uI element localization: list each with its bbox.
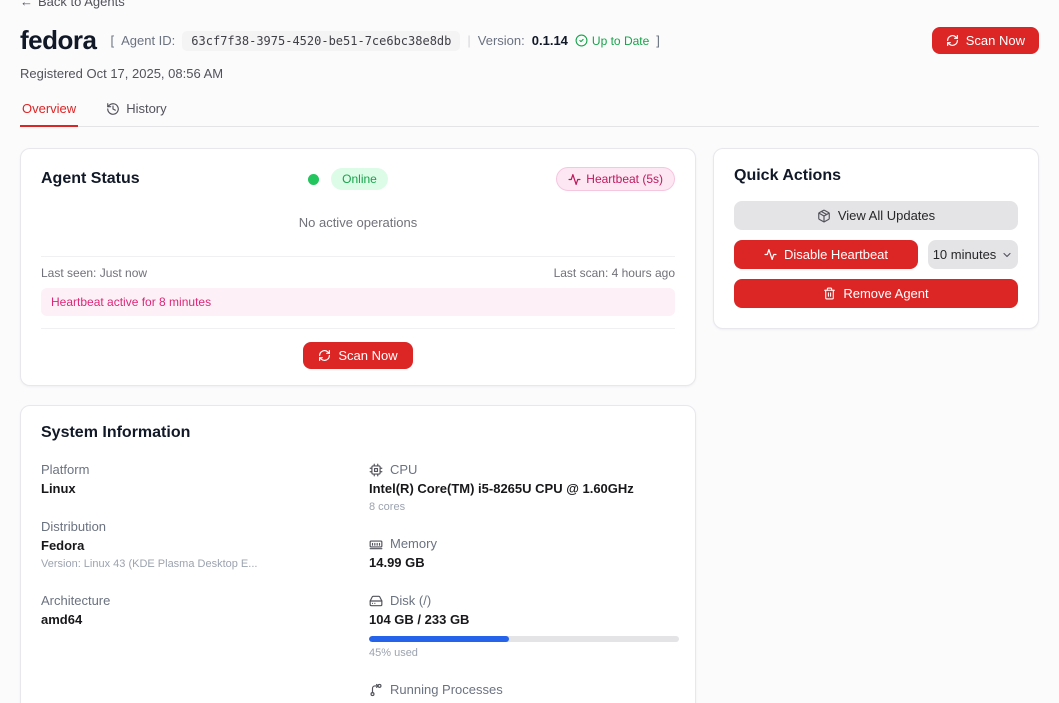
left-column: Agent Status Online Heartbeat (5s) No ac… (20, 148, 696, 703)
trash-icon (823, 287, 836, 300)
processes-label: Running Processes (390, 682, 503, 697)
history-icon (106, 102, 120, 116)
header-scan-now-button[interactable]: Scan Now (931, 27, 1039, 54)
last-scan-text: Last scan: 4 hours ago (553, 266, 675, 280)
seen-scan-row: Last seen: Just now Last scan: 4 hours a… (41, 256, 675, 288)
disk-value: 104 GB / 233 GB (369, 612, 470, 627)
tab-bar: Overview History (20, 101, 1039, 127)
memory-value: 14.99 GB (369, 555, 425, 570)
processes-field: Running Processes 409 (369, 682, 679, 703)
heartbeat-action-row: Disable Heartbeat 10 minutes (734, 240, 1018, 269)
online-status: Online (308, 168, 388, 190)
cpu-field: CPU Intel(R) Core(TM) i5-8265U CPU @ 1.6… (369, 462, 679, 513)
tab-history[interactable]: History (104, 101, 168, 126)
system-information-title: System Information (41, 424, 191, 441)
distribution-version: Version: Linux 43 (KDE Plasma Desktop E.… (41, 558, 258, 570)
agent-status-header: Agent Status Online Heartbeat (5s) (41, 167, 675, 191)
disk-used-text: 45% used (369, 647, 418, 659)
disk-usage-fill (369, 636, 509, 642)
memory-field: Memory 14.99 GB (369, 536, 679, 570)
agent-id-label: Agent ID: (121, 33, 176, 48)
online-dot-icon (308, 173, 320, 185)
disk-field: Disk (/) 104 GB / 233 GB 45% used (369, 593, 679, 659)
agent-status-title: Agent Status (41, 170, 140, 187)
back-arrow-icon: ← (20, 0, 33, 9)
agent-name: fedora (20, 25, 97, 55)
memory-icon (369, 537, 383, 551)
view-all-updates-button[interactable]: View All Updates (734, 201, 1018, 230)
bracket-open: [ (110, 33, 115, 48)
quick-actions-list: View All Updates Disable Heartbeat 10 mi… (734, 201, 1018, 308)
duration-selected-value: 10 minutes (932, 247, 997, 262)
disable-heartbeat-button[interactable]: Disable Heartbeat (734, 240, 918, 269)
cpu-label: CPU (390, 462, 418, 477)
quick-actions-card: Quick Actions View All Updates Disable H… (713, 148, 1039, 329)
version-label: Version: (477, 33, 525, 48)
package-icon (817, 209, 831, 223)
disable-heartbeat-label: Disable Heartbeat (783, 247, 889, 262)
no-operations-text: No active operations (298, 215, 418, 230)
remove-agent-label: Remove Agent (843, 286, 929, 301)
tab-overview-label: Overview (22, 101, 77, 116)
last-seen-text: Last seen: Just now (41, 266, 148, 280)
refresh-icon (946, 34, 959, 47)
chevron-down-icon (1001, 249, 1013, 261)
pulse-icon (764, 248, 777, 261)
cpu-cores: 8 cores (369, 501, 406, 513)
back-link-label: Back to Agents (38, 0, 125, 9)
agent-header: fedora [ Agent ID: 63cf7f38-3975-4520-be… (20, 25, 1039, 56)
processes-value: 409 (369, 701, 679, 703)
meta-separator: | (467, 33, 471, 48)
platform-value: Linux (41, 481, 76, 496)
check-circle-icon (575, 34, 588, 47)
agent-meta: [ Agent ID: 63cf7f38-3975-4520-be51-7ce6… (110, 30, 660, 51)
up-to-date-label: Up to Date (591, 33, 650, 48)
heartbeat-badge-label: Heartbeat (5s) (586, 172, 663, 186)
system-info-grid: Platform Linux Distribution Fedora Versi… (41, 462, 679, 703)
refresh-icon (318, 349, 331, 362)
system-info-right: CPU Intel(R) Core(TM) i5-8265U CPU @ 1.6… (369, 462, 679, 703)
cpu-icon (369, 463, 383, 477)
up-to-date-badge: Up to Date (575, 34, 649, 48)
tab-history-label: History (126, 101, 167, 116)
bracket-close: ] (656, 33, 660, 48)
system-information-card: System Information Platform Linux Distri… (20, 405, 696, 703)
quick-actions-title: Quick Actions (734, 167, 841, 184)
disk-label: Disk (/) (390, 593, 432, 608)
main-content: Agent Status Online Heartbeat (5s) No ac… (20, 148, 1039, 703)
heartbeat-duration-select[interactable]: 10 minutes (928, 240, 1018, 269)
header-scan-now-label: Scan Now (965, 33, 1025, 48)
process-branch-icon (369, 683, 383, 697)
online-badge: Online (331, 168, 388, 190)
memory-label: Memory (390, 536, 437, 551)
status-scan-now-button[interactable]: Scan Now (303, 342, 413, 369)
version-value: 0.1.14 (531, 33, 568, 48)
agent-status-card: Agent Status Online Heartbeat (5s) No ac… (20, 148, 696, 386)
registered-date: Registered Oct 17, 2025, 08:56 AM (20, 66, 224, 81)
heartbeat-badge[interactable]: Heartbeat (5s) (556, 167, 675, 191)
architecture-field: Architecture amd64 (41, 593, 369, 627)
tab-overview[interactable]: Overview (20, 101, 79, 127)
view-all-updates-label: View All Updates (837, 208, 936, 223)
platform-label: Platform (41, 462, 90, 477)
status-divider (41, 328, 675, 329)
architecture-value: amd64 (41, 612, 83, 627)
scan-button-wrap: Scan Now (41, 342, 675, 369)
pulse-icon (568, 173, 581, 186)
system-info-left: Platform Linux Distribution Fedora Versi… (41, 462, 369, 703)
remove-agent-button[interactable]: Remove Agent (734, 279, 1018, 308)
platform-field: Platform Linux (41, 462, 369, 496)
back-to-agents-link[interactable]: ← Back to Agents (20, 0, 125, 9)
distribution-field: Distribution Fedora Version: Linux 43 (K… (41, 519, 369, 570)
architecture-label: Architecture (41, 593, 111, 608)
disk-usage-bar (369, 636, 679, 642)
distribution-label: Distribution (41, 519, 107, 534)
agent-id-chip: 63cf7f38-3975-4520-be51-7ce6bc38e8db (182, 30, 461, 51)
heartbeat-active-banner: Heartbeat active for 8 minutes (41, 288, 675, 316)
hard-drive-icon (369, 594, 383, 608)
status-scan-now-label: Scan Now (338, 348, 398, 363)
cpu-value: Intel(R) Core(TM) i5-8265U CPU @ 1.60GHz (369, 481, 634, 496)
distribution-value: Fedora (41, 538, 85, 553)
